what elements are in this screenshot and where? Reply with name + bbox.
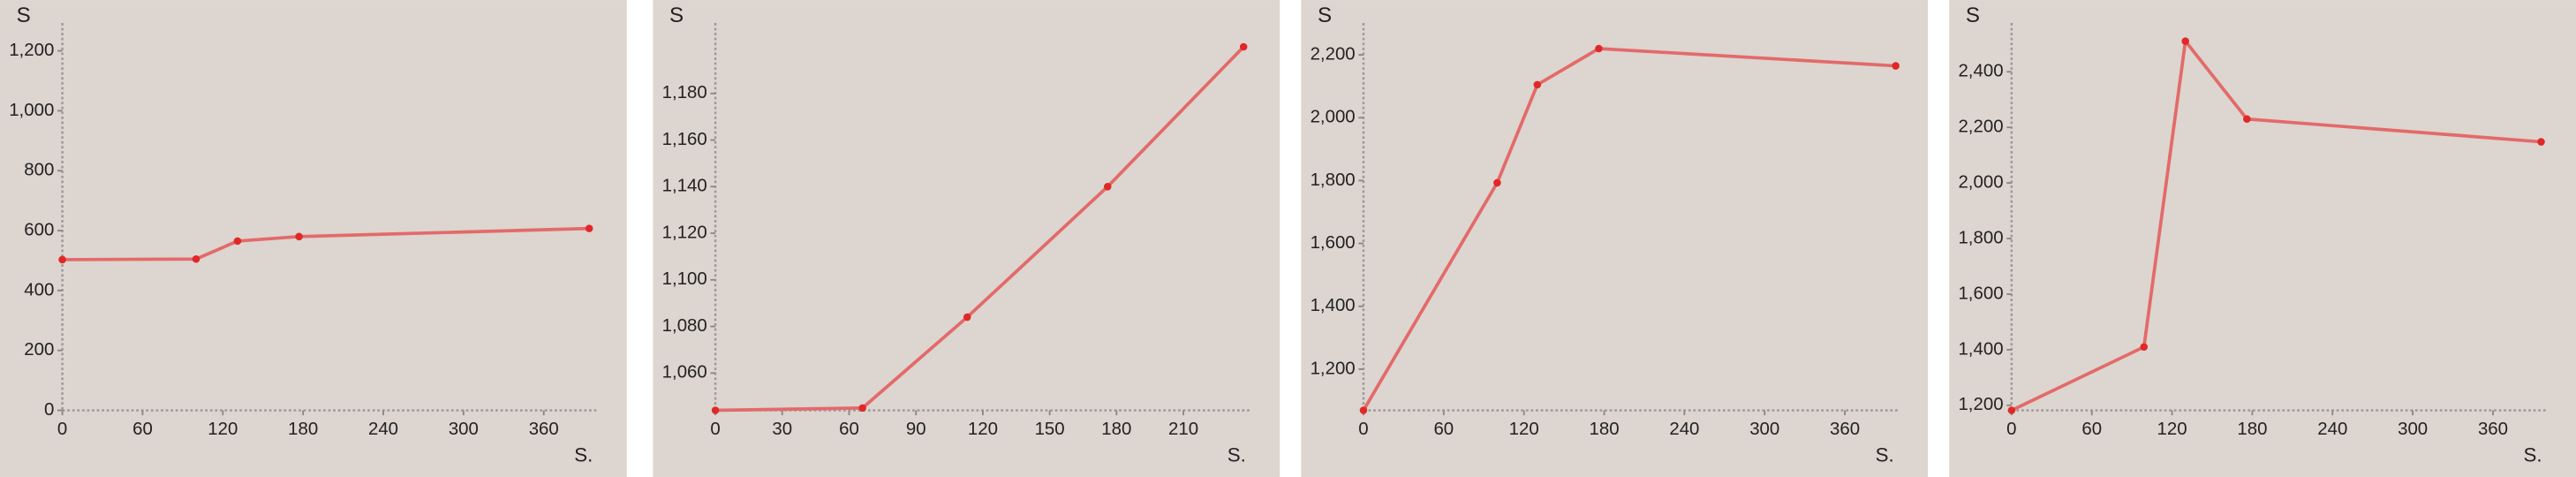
y-tick-label: 1,200: [1311, 359, 1356, 378]
data-point: [1892, 62, 1900, 70]
x-axis-label: S.: [574, 443, 593, 466]
y-tick-label: 1,400: [1958, 339, 2003, 359]
y-tick-label: 800: [24, 161, 54, 180]
y-tick-label: 1,200: [1958, 395, 2003, 414]
y-tick-label: 1,000: [9, 101, 54, 120]
data-point: [2007, 406, 2016, 414]
x-tick-label: 180: [2237, 420, 2267, 439]
panel-background: [1949, 0, 2576, 477]
data-point: [233, 237, 242, 246]
x-tick-label: 0: [1358, 420, 1368, 439]
x-tick-label: 180: [288, 420, 318, 439]
x-tick-label: 120: [1509, 420, 1539, 439]
y-tick-label: 600: [24, 220, 54, 239]
y-axis-label: S: [1966, 4, 1980, 27]
x-tick-label: 60: [2081, 420, 2102, 439]
x-tick-label: 90: [906, 420, 926, 439]
x-axis-label: S.: [1228, 443, 1246, 466]
data-point: [1103, 183, 1112, 191]
x-tick-label: 180: [1589, 420, 1619, 439]
x-tick-label: 30: [772, 420, 792, 439]
data-point: [858, 404, 866, 413]
data-point: [963, 313, 971, 322]
x-tick-label: 120: [2157, 420, 2187, 439]
x-tick-label: 300: [2398, 420, 2428, 439]
y-axis-label: S: [1318, 4, 1332, 27]
y-axis-label: S: [669, 4, 684, 27]
y-tick-label: 1,100: [662, 269, 707, 289]
y-tick-label: 1,400: [1311, 296, 1356, 315]
y-tick-label: 2,200: [1958, 117, 2003, 137]
data-point: [2181, 37, 2189, 45]
x-tick-label: 0: [710, 420, 720, 439]
x-tick-label: 360: [2478, 420, 2508, 439]
y-tick-label: 1,600: [1958, 284, 2003, 303]
y-tick-label: 0: [44, 400, 54, 420]
panel-background: [1301, 0, 1929, 477]
x-tick-label: 210: [1168, 420, 1198, 439]
x-tick-label: 300: [449, 420, 479, 439]
y-tick-label: 1,180: [662, 83, 707, 102]
y-tick-label: 400: [24, 280, 54, 299]
y-tick-label: 2,200: [1311, 44, 1356, 64]
data-point: [1359, 406, 1368, 414]
x-axis-label: S.: [2524, 443, 2542, 466]
data-point: [2243, 115, 2251, 124]
data-point: [192, 254, 200, 263]
y-tick-label: 1,800: [1958, 228, 2003, 247]
data-point: [2140, 343, 2149, 352]
y-tick-label: 1,160: [662, 130, 707, 149]
data-point: [711, 406, 720, 414]
x-tick-label: 60: [839, 420, 859, 439]
x-tick-label: 360: [529, 420, 559, 439]
y-tick-label: 1,060: [662, 363, 707, 382]
y-tick-label: 1,200: [9, 41, 54, 60]
x-tick-label: 60: [1433, 420, 1454, 439]
x-tick-label: 360: [1830, 420, 1860, 439]
x-tick-label: 240: [2317, 420, 2347, 439]
y-tick-label: 2,000: [1311, 108, 1356, 127]
x-tick-label: 0: [57, 420, 67, 439]
y-axis-label: S: [17, 4, 31, 27]
data-point: [1239, 42, 1248, 51]
y-tick-label: 1,140: [662, 177, 707, 196]
data-point: [1493, 178, 1501, 187]
data-point: [1533, 80, 1542, 89]
x-tick-label: 0: [2006, 420, 2016, 439]
panel-background: [653, 0, 1280, 477]
x-tick-label: 240: [368, 420, 398, 439]
y-tick-label: 1,120: [662, 223, 707, 242]
x-tick-label: 300: [1749, 420, 1779, 439]
x-tick-label: 120: [208, 420, 238, 439]
panel-background: [0, 0, 627, 477]
x-tick-label: 150: [1035, 420, 1065, 439]
data-point: [295, 232, 303, 241]
x-axis-label: S.: [1876, 443, 1894, 466]
y-tick-label: 1,600: [1311, 233, 1356, 253]
y-tick-label: 200: [24, 340, 54, 360]
data-point: [1595, 44, 1603, 53]
x-tick-label: 120: [968, 420, 998, 439]
data-point: [585, 224, 593, 232]
y-tick-label: 1,800: [1311, 170, 1356, 190]
data-point: [58, 255, 66, 264]
y-tick-label: 2,000: [1958, 173, 2003, 193]
x-tick-label: 240: [1669, 420, 1699, 439]
x-tick-label: 60: [132, 420, 153, 439]
y-tick-label: 2,400: [1958, 62, 2003, 81]
data-point: [2537, 138, 2545, 146]
y-tick-label: 1,080: [662, 316, 707, 336]
x-tick-label: 180: [1101, 420, 1131, 439]
